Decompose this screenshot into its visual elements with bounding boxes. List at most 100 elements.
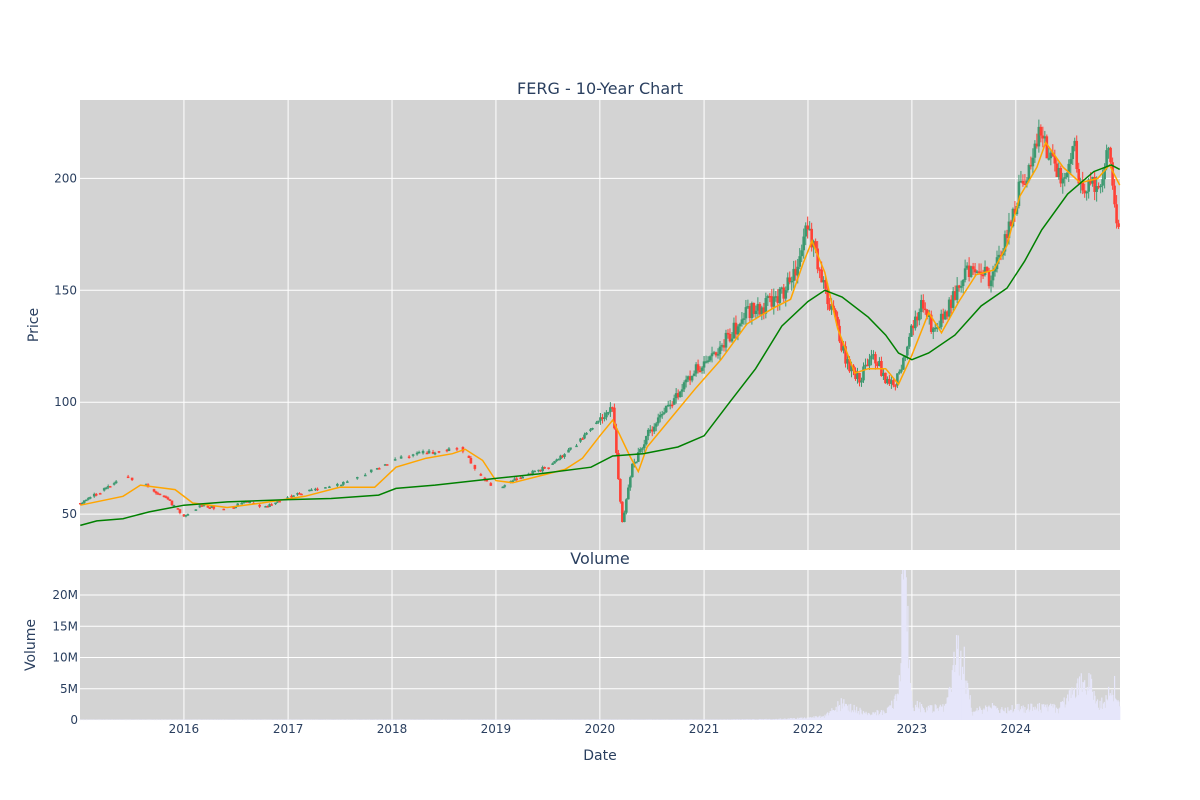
candle-body — [816, 248, 819, 270]
volume-bar — [875, 715, 877, 720]
candle-body — [724, 332, 728, 348]
candle-body — [597, 420, 600, 423]
volume-bar — [675, 719, 678, 720]
volume-bar — [552, 719, 555, 720]
volume-bar — [785, 719, 787, 720]
volume-bar — [961, 666, 964, 720]
volume-bar — [982, 709, 984, 720]
volume-bar — [678, 719, 680, 720]
candle-body — [1013, 208, 1017, 215]
volume-bar — [850, 712, 853, 720]
candle-body — [240, 502, 244, 505]
candle-body — [1023, 183, 1027, 186]
price-marks — [78, 119, 1121, 527]
candle-body — [886, 378, 889, 384]
candle-body — [78, 502, 82, 505]
volume-bar — [815, 716, 817, 720]
volume-bar — [797, 717, 799, 720]
candle-body — [848, 359, 851, 372]
volume-bar — [819, 715, 821, 720]
candle-body — [919, 300, 923, 313]
candle-body — [222, 508, 226, 511]
volume-bar — [1054, 705, 1056, 720]
candle-body — [694, 364, 698, 374]
candle-body — [876, 363, 879, 367]
volume-bar — [774, 719, 776, 720]
volume-bar — [994, 706, 996, 720]
volume-bar — [832, 710, 835, 720]
volume-bar — [1083, 682, 1085, 720]
volume-bar — [868, 712, 870, 720]
price-tick-label: 150 — [54, 283, 77, 297]
volume-bar — [925, 712, 927, 720]
candle-body — [1077, 169, 1081, 184]
volume-tick-label: 0 — [70, 713, 78, 727]
volume-bar — [879, 713, 881, 720]
candle-body — [896, 373, 899, 386]
volume-bar — [783, 719, 785, 720]
candle-body — [112, 483, 116, 485]
candle-body — [884, 372, 887, 384]
candle-body — [967, 265, 971, 277]
candle-body — [682, 382, 686, 390]
volume-bar — [509, 719, 511, 720]
volume-bar — [1032, 707, 1035, 720]
candle-body — [248, 501, 251, 504]
candle-body — [710, 353, 714, 357]
candle-body — [732, 322, 736, 339]
candle-body — [206, 506, 210, 508]
candle-body — [678, 391, 682, 398]
volume-x-ticks: 2016 2017 2018 2019 2020 2021 2022 2023 2024 — [169, 722, 1031, 736]
volume-bar — [514, 719, 516, 720]
volume-bar — [928, 707, 930, 720]
candle-body — [1093, 176, 1096, 192]
volume-bar — [977, 711, 979, 720]
candle-body — [1007, 221, 1011, 239]
volume-bar — [1101, 697, 1103, 720]
volume-bar — [1008, 711, 1011, 720]
candle-body — [385, 464, 389, 466]
volume-bar — [788, 719, 790, 720]
volume-bar — [1023, 712, 1025, 720]
volume-bar — [1058, 708, 1060, 720]
volume-bar — [398, 719, 400, 720]
volume-bar — [773, 719, 775, 720]
candle-body — [728, 334, 732, 342]
candle-body — [949, 299, 953, 308]
candle-body — [634, 461, 638, 464]
candle-body — [242, 501, 246, 504]
volume-bar — [916, 700, 918, 720]
volume-bar — [710, 719, 713, 720]
date-tick-label: 2018 — [377, 722, 408, 736]
candle-body — [547, 467, 550, 469]
volume-bar — [837, 701, 839, 720]
candle-body — [1045, 136, 1049, 159]
candle-body — [670, 404, 674, 407]
candle-body — [613, 407, 616, 429]
volume-bar — [1056, 708, 1058, 720]
volume-bar — [529, 719, 531, 720]
volume-bar — [1000, 709, 1002, 720]
candle-body — [114, 481, 118, 484]
volume-bar — [636, 719, 638, 720]
volume-bar — [761, 719, 763, 720]
candle-body — [202, 504, 206, 507]
volume-bar — [756, 719, 758, 720]
candle-body — [784, 290, 788, 299]
volume-panel: 0 5M 10M 15M 20M 2016 2017 2018 2019 2020 2021 202… — [23, 549, 1121, 764]
candle-body — [917, 312, 921, 321]
candle-body — [864, 364, 867, 367]
volume-bar — [909, 659, 911, 720]
volume-bar — [905, 577, 907, 720]
volume-bar — [1078, 695, 1080, 720]
candle-body — [194, 509, 198, 511]
candle-body — [914, 316, 917, 329]
date-tick-label: 2016 — [169, 722, 200, 736]
candle-body — [1025, 180, 1029, 185]
volume-bar — [771, 719, 773, 720]
volume-bar — [845, 704, 848, 720]
candle-body — [84, 499, 88, 502]
volume-bar — [762, 719, 764, 720]
volume-bar — [735, 719, 737, 720]
candle-body — [963, 268, 967, 281]
